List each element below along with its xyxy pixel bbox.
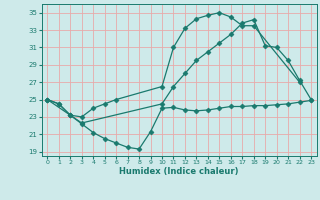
X-axis label: Humidex (Indice chaleur): Humidex (Indice chaleur) <box>119 167 239 176</box>
